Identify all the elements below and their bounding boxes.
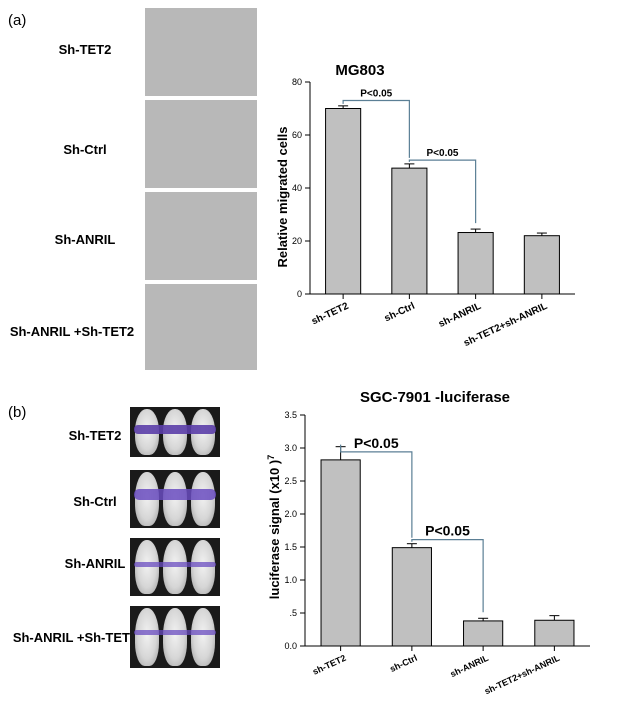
row-label-sh-anril-b: Sh-ANRIL [64, 556, 126, 571]
significance-bracket [408, 159, 477, 224]
mouse-image-sh-anril [130, 538, 220, 596]
micrograph-sh-ctrl [145, 100, 257, 188]
chart-ylabel-sup: 7 [266, 455, 276, 460]
y-tick-label: 3.5 [284, 410, 297, 420]
x-tick-label: sh-ANRIL [449, 653, 491, 680]
y-tick-label: 20 [292, 236, 302, 246]
chart-ylabel: luciferase signal (x10 )7 [266, 455, 282, 599]
significance-bracket [342, 99, 410, 158]
panel-a-label: (a) [8, 12, 27, 29]
row-label-sh-anril-a: Sh-ANRIL [54, 232, 116, 247]
chart-title: SGC-7901 -luciferase [360, 389, 510, 406]
row-label-sh-tet2-b: Sh-TET2 [68, 428, 122, 443]
bar [523, 235, 560, 295]
panel-b-label: (b) [8, 404, 27, 421]
y-tick-label: 1.0 [284, 575, 297, 585]
row-label-sh-anril-sh-tet2-b: Sh-ANRIL +Sh-TET2 [12, 630, 138, 645]
chart-mg803: MG803 Relative migrated cells 0 20 40 60 80 s… [275, 62, 575, 349]
row-label-sh-ctrl-a: Sh-Ctrl [63, 142, 107, 157]
significance-bracket [340, 444, 413, 538]
micrograph-sh-anril [145, 192, 257, 280]
x-tick-label: sh-TET2 [310, 301, 351, 328]
bar [391, 547, 432, 647]
row-label-sh-anril-sh-tet2-a: Sh-ANRIL +Sh-TET2 [9, 324, 135, 339]
chart-sgc7901-luciferase: SGC-7901 -luciferase luciferase signal (… [266, 389, 590, 696]
bar [534, 619, 575, 647]
y-tick-label: .5 [289, 608, 297, 618]
x-tick-label: sh-TET2 [311, 653, 347, 677]
x-tick-label: sh-Ctrl [388, 653, 419, 674]
x-tick-label: sh-Ctrl [383, 301, 417, 325]
y-tick-label: 60 [292, 130, 302, 140]
row-label-sh-ctrl-b: Sh-Ctrl [73, 494, 117, 509]
y-tick-label: 80 [292, 77, 302, 87]
significance-label: P<0.05 [425, 523, 470, 539]
mouse-image-sh-ctrl [130, 470, 220, 528]
significance-label: P<0.05 [354, 435, 399, 451]
chart-title: MG803 [335, 62, 384, 79]
bar [457, 232, 494, 295]
y-tick-label: 0 [297, 289, 302, 299]
y-tick-label: 2.0 [284, 509, 297, 519]
mouse-image-sh-anril-sh-tet2 [130, 606, 220, 668]
y-tick-label: 0.0 [284, 641, 297, 651]
y-tick-label: 40 [292, 183, 302, 193]
chart-ylabel: Relative migrated cells [275, 127, 290, 268]
row-label-sh-tet2-a: Sh-TET2 [58, 42, 112, 57]
plot-area: 0.0 .5 1.0 1.5 2.0 2.5 3.0 3.5 sh-TET2 sh-Ctrl sh-… [284, 410, 590, 696]
significance-label: P<0.05 [427, 148, 459, 159]
bar [463, 620, 504, 647]
significance-label: P<0.05 [360, 89, 392, 100]
bar [325, 108, 362, 295]
micrograph-sh-tet2 [145, 8, 257, 96]
mouse-image-sh-tet2 [130, 407, 220, 457]
micrograph-sh-anril-sh-tet2 [145, 284, 257, 370]
x-tick-label: sh-TET2+sh-ANRIL [483, 653, 562, 697]
bar [320, 459, 361, 647]
y-tick-label: 3.0 [284, 443, 297, 453]
x-tick-label: sh-ANRIL [437, 301, 483, 330]
bar [391, 167, 428, 295]
significance-bracket [411, 539, 484, 613]
y-tick-label: 1.5 [284, 542, 297, 552]
y-tick-label: 2.5 [284, 476, 297, 486]
